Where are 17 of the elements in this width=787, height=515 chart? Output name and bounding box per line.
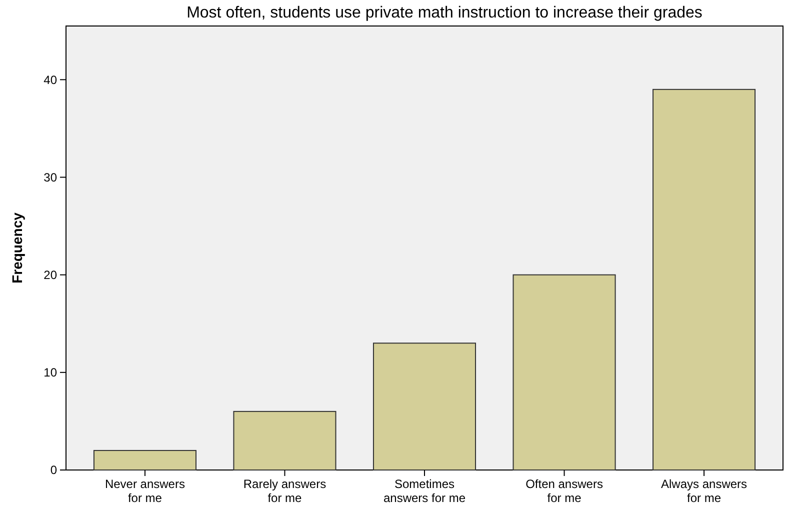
x-tick-label: Rarely answers for me (243, 477, 326, 505)
chart-title: Most often, students use private math instruction to increase their grades (186, 4, 702, 22)
bar (652, 88, 756, 470)
bar (512, 274, 616, 470)
y-tick-label: 10 (44, 366, 58, 380)
x-tick-label: Sometimes answers for me (383, 477, 466, 505)
y-tick-label: 40 (44, 72, 58, 87)
bar (372, 342, 476, 470)
y-tick-label: 0 (50, 463, 58, 478)
bar (93, 450, 196, 470)
y-tick-label: 20 (44, 268, 58, 282)
x-tick-label: Often answers for me (526, 477, 603, 505)
bar (233, 410, 336, 470)
y-tick-label: 30 (44, 170, 58, 184)
x-tick-label: Always answers for me (661, 477, 748, 505)
y-axis-title: Frequency (9, 212, 25, 284)
x-tick-label: Never answers for me (104, 477, 185, 505)
